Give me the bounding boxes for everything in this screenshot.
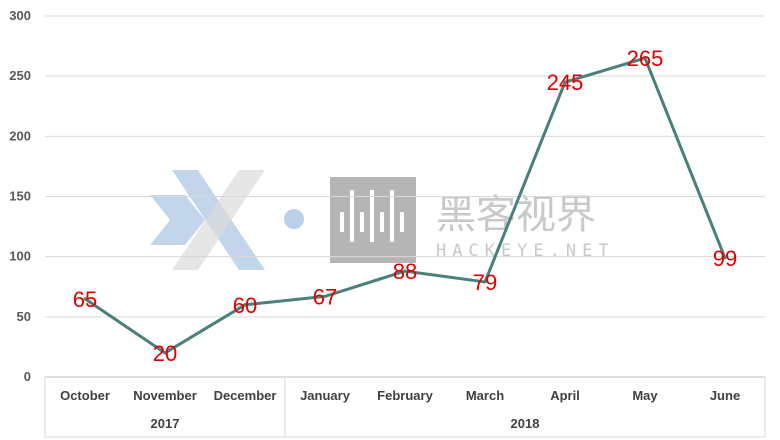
data-label: 20 <box>153 341 177 366</box>
x-tick-label: January <box>300 388 351 403</box>
data-label: 245 <box>547 70 584 95</box>
x-tick-label: March <box>466 388 504 403</box>
x-tick-label: November <box>133 388 197 403</box>
y-tick-label: 100 <box>9 249 31 264</box>
data-label: 65 <box>73 287 97 312</box>
x-tick-label: October <box>60 388 110 403</box>
y-tick-label: 50 <box>17 309 31 324</box>
year-group-label: 2017 <box>151 416 180 431</box>
watermark-logo: 黑客视界 HACKEYE.NET <box>150 170 615 270</box>
x-tick-label: June <box>710 388 740 403</box>
watermark-chinese-text: 黑客视界 <box>436 192 596 238</box>
x-tick-label: February <box>377 388 433 403</box>
watermark-domain-text: HACKEYE.NET <box>436 241 615 261</box>
data-label: 265 <box>627 46 664 71</box>
data-label: 60 <box>233 293 257 318</box>
y-tick-label: 200 <box>9 128 31 143</box>
data-label: 67 <box>313 284 337 309</box>
y-tick-label: 150 <box>9 189 31 204</box>
data-label: 99 <box>713 246 737 271</box>
y-tick-label: 0 <box>24 369 31 384</box>
data-label: 79 <box>473 270 497 295</box>
x-tick-label: May <box>632 388 658 403</box>
y-axis: 0 50 100 150 200 250 300 <box>9 8 31 384</box>
data-label: 88 <box>393 259 417 284</box>
y-tick-label: 250 <box>9 68 31 83</box>
y-tick-label: 300 <box>9 8 31 23</box>
x-axis: October November December January February Ma… <box>45 377 765 437</box>
x-tick-label: April <box>550 388 580 403</box>
x-tick-label: December <box>214 388 277 403</box>
watermark-dot <box>284 209 304 229</box>
year-group-label: 2018 <box>511 416 540 431</box>
